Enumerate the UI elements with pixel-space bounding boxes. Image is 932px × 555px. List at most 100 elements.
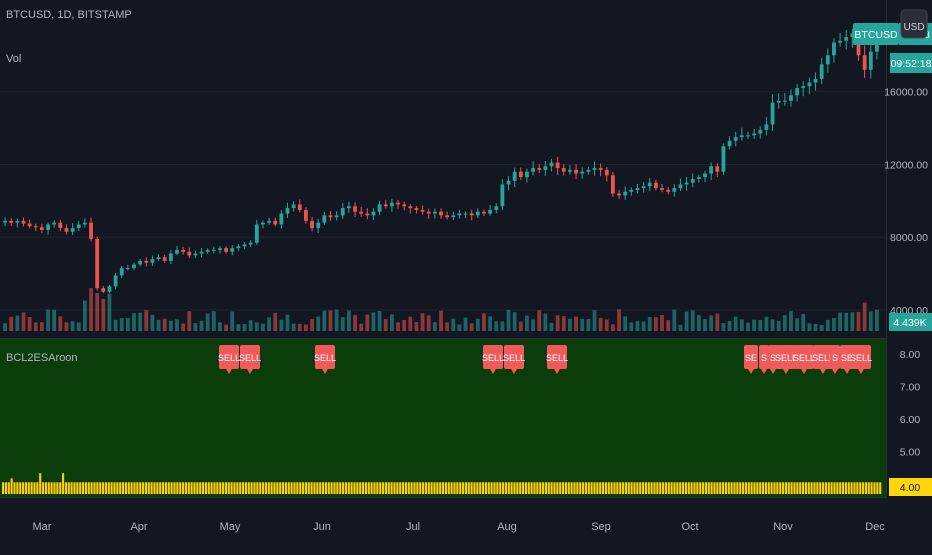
- volume-bar: [647, 317, 652, 331]
- indicator-bar: [399, 482, 402, 494]
- indicator-bar: [702, 482, 705, 494]
- indicator-bar: [396, 482, 399, 494]
- indicator-bar: [393, 482, 396, 494]
- indicator-bar: [582, 482, 585, 494]
- indicator-bar: [56, 482, 59, 494]
- indicator-bar: [410, 482, 413, 494]
- sell-marker: [504, 345, 524, 369]
- indicator-bar: [50, 482, 53, 494]
- indicator-bar: [133, 482, 136, 494]
- volume-bar: [832, 317, 836, 331]
- volume-label[interactable]: Vol: [6, 53, 21, 65]
- volume-bar: [3, 323, 7, 331]
- indicator-bar: [342, 482, 345, 494]
- volume-bar: [254, 322, 259, 331]
- indicator-bar: [239, 482, 242, 494]
- indicator-bar: [750, 482, 753, 494]
- candle-body: [617, 193, 621, 196]
- candle-body: [193, 253, 198, 256]
- indicator-bar: [764, 482, 767, 494]
- volume-bar: [383, 319, 388, 331]
- candle-body: [310, 220, 314, 229]
- indicator-bar: [607, 482, 610, 494]
- volume-bar: [703, 319, 707, 331]
- indicator-bar: [347, 482, 350, 494]
- volume-bar: [248, 320, 253, 331]
- candle-body: [27, 223, 32, 227]
- indicator-bar: [273, 482, 276, 494]
- candle-body: [359, 211, 364, 214]
- indicator-bar: [584, 482, 587, 494]
- indicator-bar: [2, 482, 5, 494]
- indicator-bar: [284, 482, 287, 494]
- candle-body: [782, 100, 787, 102]
- indicator-bar: [839, 482, 842, 494]
- sell-marker-label: SE: [745, 353, 757, 363]
- volume-bar: [224, 324, 229, 331]
- indicator-tick-label: 6.00: [900, 414, 921, 426]
- volume-bar: [291, 323, 296, 331]
- candle-body: [46, 224, 50, 230]
- indicator-bar: [102, 482, 105, 494]
- volume-bar: [396, 322, 400, 331]
- volume-bar: [199, 320, 204, 331]
- indicator-bar: [847, 482, 850, 494]
- indicator-bar: [327, 482, 330, 494]
- indicator-bar: [319, 482, 322, 494]
- candle-body: [432, 211, 437, 214]
- volume-bar: [162, 318, 167, 331]
- indicator-bar: [76, 482, 79, 494]
- indicator-bar: [762, 482, 765, 494]
- indicator-bar: [199, 482, 202, 494]
- sell-marker-label: SELL: [546, 353, 568, 363]
- volume-bar: [21, 312, 26, 331]
- price-axis[interactable]: [886, 0, 932, 498]
- symbol-label[interactable]: BTCUSD, 1D, BITSTAMP: [6, 9, 132, 21]
- candle-body: [672, 188, 677, 192]
- sell-marker-pointer: [761, 369, 767, 374]
- sell-marker: [813, 345, 833, 369]
- indicator-bar: [619, 482, 622, 494]
- indicator-tick-label: 8.00: [900, 349, 921, 361]
- indicator-bar: [602, 482, 605, 494]
- indicator-bar: [207, 482, 210, 494]
- indicator-bar: [550, 482, 553, 494]
- candle-body: [261, 222, 265, 225]
- indicator-bar: [604, 482, 607, 494]
- indicator-bar: [670, 482, 673, 494]
- indicator-bar: [250, 482, 253, 494]
- sell-marker-label: SELL: [239, 353, 261, 363]
- indicator-bar: [427, 482, 430, 494]
- volume-bar: [46, 309, 50, 331]
- indicator-bar: [267, 482, 270, 494]
- time-axis[interactable]: Mar Apr May Jun Jul Aug Sep Oct Nov Dec: [33, 521, 886, 533]
- indicator-bar: [650, 482, 653, 494]
- candle-body: [15, 220, 20, 223]
- indicator-bar: [390, 482, 393, 494]
- sell-marker-pointer: [844, 369, 850, 374]
- candle-body: [273, 220, 278, 225]
- currency-button[interactable]: [900, 9, 928, 39]
- indicator-pane: [0, 339, 886, 497]
- indicator-bar: [413, 482, 416, 494]
- indicator-bar: [184, 482, 187, 494]
- candle-body: [457, 213, 462, 216]
- indicator-bar: [73, 482, 76, 494]
- indicator-bar: [376, 482, 379, 494]
- volume-bar: [506, 309, 511, 331]
- candle-body: [494, 206, 499, 210]
- indicator-bar: [850, 482, 853, 494]
- indicator-bar: [659, 482, 662, 494]
- indicator-bar: [244, 482, 247, 494]
- indicator-bar: [424, 482, 427, 494]
- indicator-bar: [656, 482, 659, 494]
- sell-marker-label: SELL: [482, 353, 504, 363]
- indicator-bar: [44, 482, 47, 494]
- volume-bar: [211, 311, 216, 331]
- volume-bar: [574, 316, 578, 331]
- volume-bar: [230, 311, 235, 331]
- candle-body: [224, 248, 229, 252]
- indicator-label[interactable]: BCL2ESAroon: [6, 352, 78, 364]
- indicator-bar: [13, 482, 16, 494]
